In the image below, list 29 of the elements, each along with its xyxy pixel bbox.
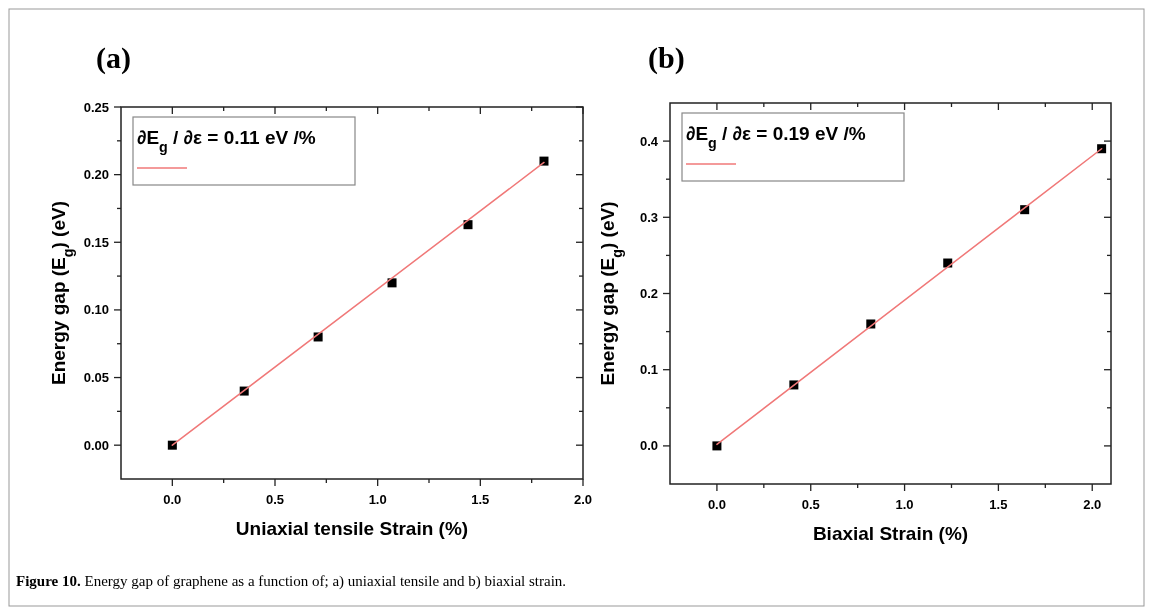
y-tick-label: 0.25: [83, 99, 109, 115]
x-tick-label: 1.0: [895, 497, 914, 512]
y-tick-label: 0.3: [639, 209, 658, 225]
chart-title: (b): [648, 41, 685, 75]
y-tick-label: 0.05: [83, 370, 109, 386]
x-tick-label: 0.5: [265, 492, 285, 507]
y-tick-label: 0.00: [83, 437, 109, 453]
x-tick-label: 0.5: [801, 497, 820, 512]
x-axis-title: Biaxial Strain (%): [812, 523, 969, 544]
y-tick-label: 0.2: [639, 286, 658, 301]
y-tick-label: 0.10: [83, 302, 109, 318]
x-tick-label: 2.0: [1083, 497, 1102, 512]
y-tick-label: 0.20: [83, 167, 109, 183]
x-axis-title: Uniaxial tensile Strain (%): [235, 518, 469, 539]
chart-title: (a): [96, 41, 131, 75]
y-tick-label: 0.15: [83, 234, 109, 250]
x-tick-label: 2.0: [573, 492, 593, 507]
x-tick-label: 1.5: [471, 492, 490, 507]
text: ∂E$_{g}$ / ∂ε = 0.19 eV /%: [686, 123, 866, 151]
x-tick-label: 0.0: [707, 497, 726, 512]
text: ∂E$_{g}$ / ∂ε = 0.11 eV /%: [137, 127, 316, 155]
x-tick-label: 0.0: [163, 492, 182, 507]
y-tick-label: 0.0: [639, 438, 658, 454]
y-tick-label: 0.4: [639, 133, 659, 149]
caption: Figure 10. Energy gap of graphene as a function of; a) uniaxial tensile and b) biaxial strain.: [16, 573, 567, 590]
y-tick-label: 0.1: [639, 362, 658, 378]
x-tick-label: 1.0: [368, 492, 387, 507]
point: [387, 278, 397, 288]
x-tick-label: 1.5: [989, 497, 1008, 512]
